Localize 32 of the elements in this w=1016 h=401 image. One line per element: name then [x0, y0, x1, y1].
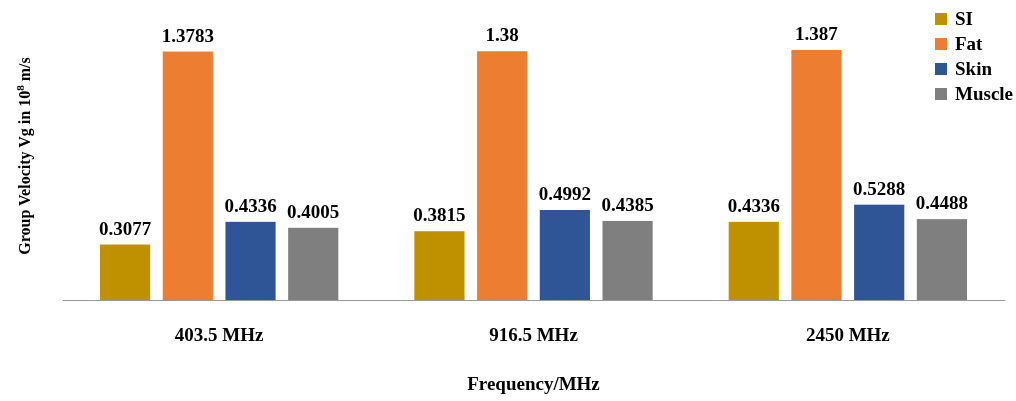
legend-label: Muscle [955, 83, 1014, 104]
data-label: 1.387 [795, 23, 839, 44]
data-label: 0.4336 [224, 194, 277, 216]
x-tick-label: 916.5 MHz [489, 324, 579, 346]
data-label: 0.4992 [538, 183, 591, 205]
data-label: 0.4005 [287, 200, 340, 222]
legend-label: SI [955, 8, 973, 29]
data-label: 0.3077 [98, 217, 152, 239]
x-tick-label: 2450 MHz [805, 324, 891, 346]
bar [539, 210, 590, 300]
bar [414, 231, 465, 300]
bar [602, 220, 653, 300]
data-label: 0.4336 [727, 194, 780, 216]
data-label: 0.3815 [413, 204, 466, 226]
bar [225, 221, 276, 300]
x-tick-label: 403.5 MHz [174, 324, 265, 346]
x-axis-title: Frequency/MHz [467, 373, 601, 394]
data-label: 0.4385 [601, 193, 654, 215]
bar [477, 51, 528, 300]
legend-label: Skin [955, 58, 993, 79]
bar [288, 227, 339, 300]
legend-label: Fat [955, 33, 984, 54]
data-label: 0.5288 [853, 177, 906, 199]
data-label: 1.3783 [161, 24, 214, 46]
data-label: 1.38 [485, 24, 519, 46]
bar [791, 50, 842, 300]
bar [916, 219, 967, 300]
bar [728, 221, 779, 300]
bar [162, 51, 213, 300]
bar [854, 204, 905, 300]
bar [100, 244, 151, 300]
data-label: 0.4488 [915, 192, 969, 214]
